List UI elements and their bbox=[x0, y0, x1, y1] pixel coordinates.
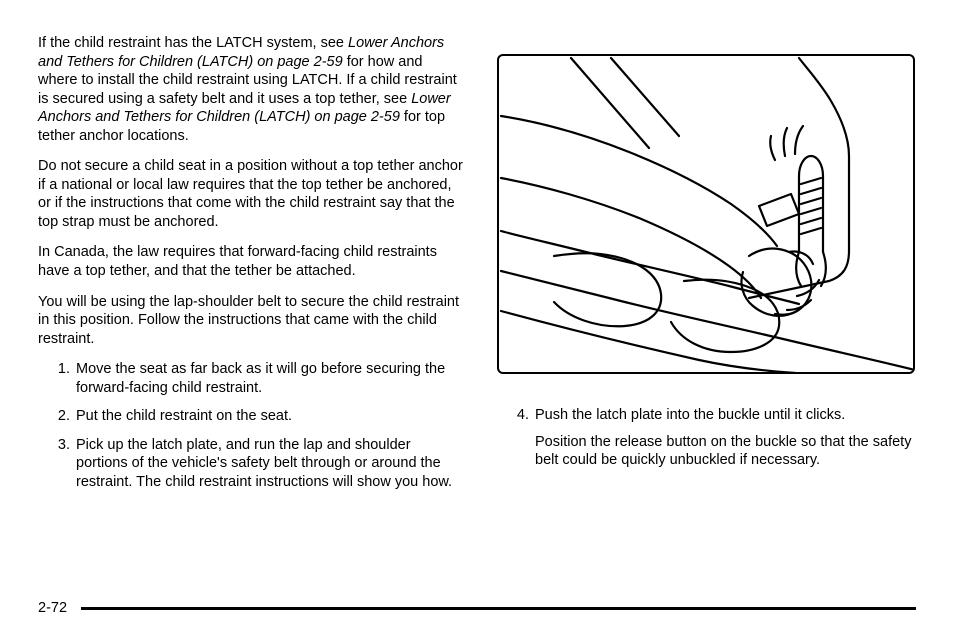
page-number: 2-72 bbox=[38, 600, 81, 616]
two-column-layout: If the child restraint has the LATCH sys… bbox=[38, 34, 916, 501]
step-number: 2. bbox=[54, 407, 76, 426]
step-number: 1. bbox=[54, 360, 76, 397]
right-column: 4. Push the latch plate into the buckle … bbox=[491, 34, 916, 501]
paragraph-belt-intro: You will be using the lap-shoulder belt … bbox=[38, 293, 463, 349]
step-number: 3. bbox=[54, 436, 76, 492]
step-text: Pick up the latch plate, and run the lap… bbox=[76, 436, 463, 492]
buckle-illustration-svg bbox=[499, 56, 915, 374]
left-column: If the child restraint has the LATCH sys… bbox=[38, 34, 463, 501]
paragraph-tether-warning: Do not secure a child seat in a position… bbox=[38, 157, 463, 231]
paragraph-latch-intro: If the child restraint has the LATCH sys… bbox=[38, 34, 463, 145]
step-text: Move the seat as far back as it will go … bbox=[76, 360, 463, 397]
step-text: Push the latch plate into the buckle unt… bbox=[535, 406, 845, 425]
step-subtext: Position the release button on the buckl… bbox=[513, 433, 916, 470]
footer-rule bbox=[81, 607, 916, 610]
paragraph-canada: In Canada, the law requires that forward… bbox=[38, 243, 463, 280]
manual-page: If the child restraint has the LATCH sys… bbox=[0, 0, 954, 638]
step-number: 4. bbox=[513, 406, 535, 425]
step-item: 2. Put the child restraint on the seat. bbox=[54, 407, 463, 426]
step-item: 1. Move the seat as far back as it will … bbox=[54, 360, 463, 397]
install-steps-list: 1. Move the seat as far back as it will … bbox=[38, 360, 463, 491]
illustration-latch-buckle bbox=[497, 54, 915, 374]
step-item: 3. Pick up the latch plate, and run the … bbox=[54, 436, 463, 492]
step-text: Put the child restraint on the seat. bbox=[76, 407, 463, 426]
p1-text-a: If the child restraint has the LATCH sys… bbox=[38, 35, 348, 51]
step-item: 4. Push the latch plate into the buckle … bbox=[513, 406, 916, 425]
page-footer: 2-72 bbox=[38, 600, 916, 616]
step-4-block: 4. Push the latch plate into the buckle … bbox=[491, 406, 916, 470]
